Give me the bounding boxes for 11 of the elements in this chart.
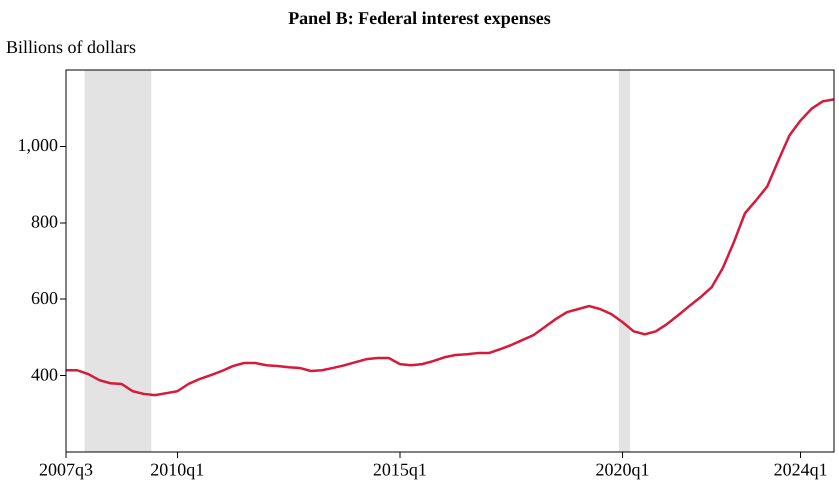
y-axis-title: Billions of dollars [6,37,136,57]
chart-title: Panel B: Federal interest expenses [288,8,551,28]
x-tick-label: 2020q1 [596,460,650,480]
y-tick-label: 1,000 [18,135,58,156]
x-tick-label: 2015q1 [372,460,427,480]
y-tick-label: 800 [31,212,58,232]
x-tick-label: 2010q1 [150,460,204,480]
y-tick-label: 600 [31,288,58,308]
x-tick-label: 2007q3 [39,460,93,480]
x-tick-label: 2024q1 [774,460,828,480]
y-tick-label: 400 [31,364,58,384]
